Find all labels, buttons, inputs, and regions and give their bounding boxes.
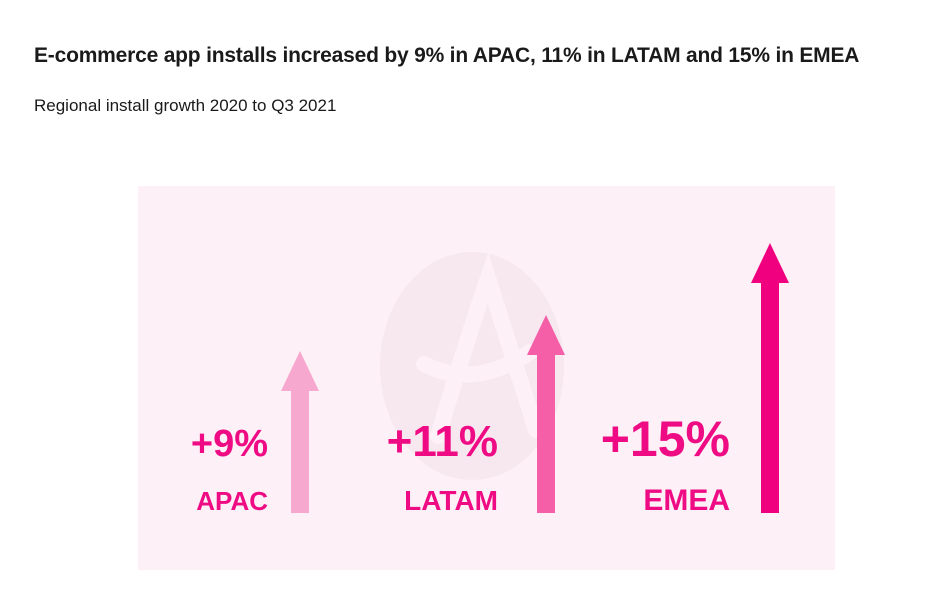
watermark-logo — [380, 252, 564, 480]
chart-title: E-commerce app installs increased by 9% … — [34, 44, 860, 67]
value-label-apac: +9% — [191, 423, 268, 465]
arrow-head-latam — [527, 315, 565, 355]
chart-svg: +9% APAC +11% LATAM +15% EMEA — [191, 243, 789, 517]
arrow-shaft-emea — [761, 282, 779, 513]
category-label-apac: APAC — [196, 486, 268, 516]
category-label-emea: EMEA — [643, 484, 730, 517]
value-label-emea: +15% — [601, 411, 730, 467]
arrow-shaft-apac — [291, 390, 309, 513]
chart-panel: +9% APAC +11% LATAM +15% EMEA — [138, 186, 835, 570]
category-label-latam: LATAM — [404, 485, 498, 516]
arrow-shaft-latam — [537, 354, 555, 513]
chart-subtitle: Regional install growth 2020 to Q3 2021 — [34, 96, 337, 115]
arrow-head-emea — [751, 243, 789, 283]
value-label-latam: +11% — [387, 417, 498, 466]
arrow-head-apac — [281, 351, 319, 391]
